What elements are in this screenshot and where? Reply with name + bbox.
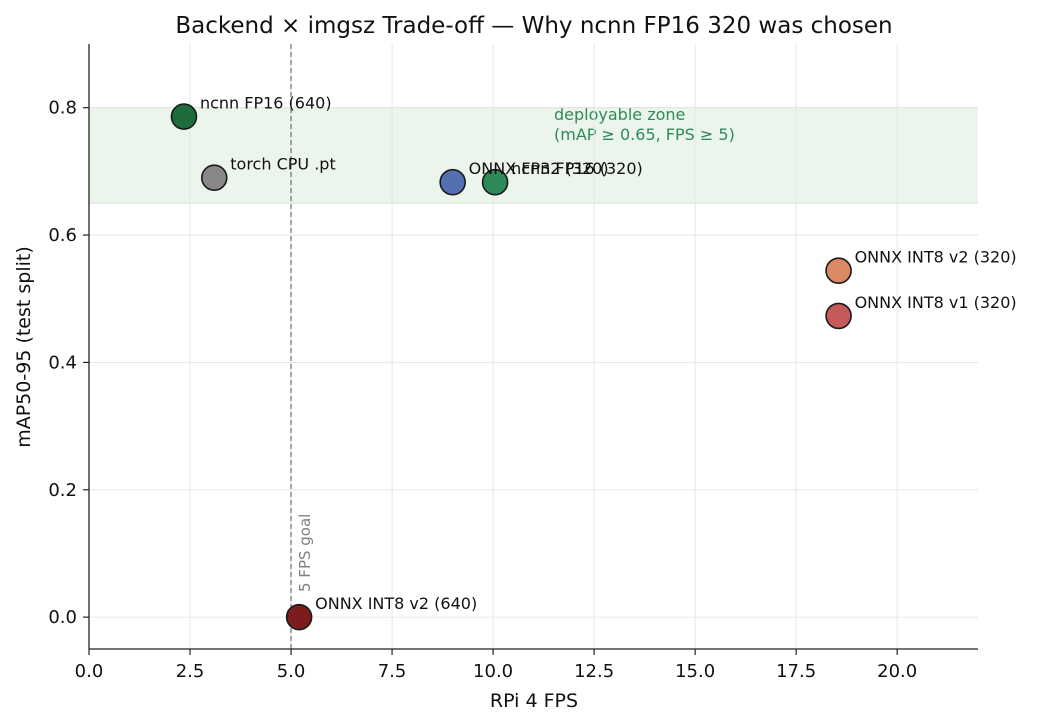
x-tick-label: 5.0 [277,661,306,682]
x-tick-label: 20.0 [877,661,917,682]
x-tick-label: 12.5 [574,661,614,682]
x-tick-label: 7.5 [378,661,407,682]
y-tick-label: 0.4 [48,352,77,373]
x-tick-label: 0.0 [75,661,104,682]
data-point [170,103,198,130]
y-tick-label: 0.2 [48,480,77,501]
data-point [825,302,852,330]
data-point-label: ONNX INT8 v1 (320) [855,293,1017,312]
x-tick-label: 15.0 [675,661,715,682]
labels-layer: ncnn FP16 (640) torch CPU .pt ONNX FP32 (3… [200,94,1017,614]
y-tick-label: 0.0 [48,607,77,628]
x-tick-label: 10.0 [473,661,513,682]
data-point [481,168,509,196]
data-point-label: ONNX INT8 v2 (640) [315,594,477,613]
axes-layer: 0.0 2.5 5.0 7.5 10.0 12.5 15.0 17.5 20.0 0.0 0.2 0.… [48,44,978,682]
x-tick-label: 17.5 [776,661,816,682]
goal-layer: 5 FPS goal [290,44,314,649]
deployable-zone [89,107,978,204]
y-axis-label: mAP50-95 (test split) [13,246,35,448]
x-axis-label: RPi 4 FPS [490,690,578,712]
zone-label-line2: (mAP ≥ 0.65, FPS ≥ 5) [554,125,735,144]
goal-line-label: 5 FPS goal [296,514,314,592]
data-point [200,164,228,192]
data-point-label: ONNX FP32 (320) [469,159,609,178]
data-point [439,168,466,196]
zone-layer: deployable zone (mAP ≥ 0.65, FPS ≥ 5) [89,105,978,204]
zone-label: deployable zone (mAP ≥ 0.65, FPS ≥ 5) [554,105,735,144]
data-point-label: ncnn FP16 (320) [511,159,643,178]
data-point-label: ONNX INT8 v2 (320) [855,248,1017,267]
data-point [285,603,313,631]
data-point-label: torch CPU .pt [230,155,335,174]
points-layer [170,103,852,631]
x-tick-label: 2.5 [176,661,205,682]
y-tick-label: 0.8 [48,98,77,119]
y-tick-label: 0.6 [48,225,77,246]
data-point-label: ncnn FP16 (640) [200,94,332,113]
zone-label-line1: deployable zone [554,105,685,124]
data-point [825,257,852,285]
chart-title: Backend × imgsz Trade-off — Why ncnn FP1… [175,13,892,39]
